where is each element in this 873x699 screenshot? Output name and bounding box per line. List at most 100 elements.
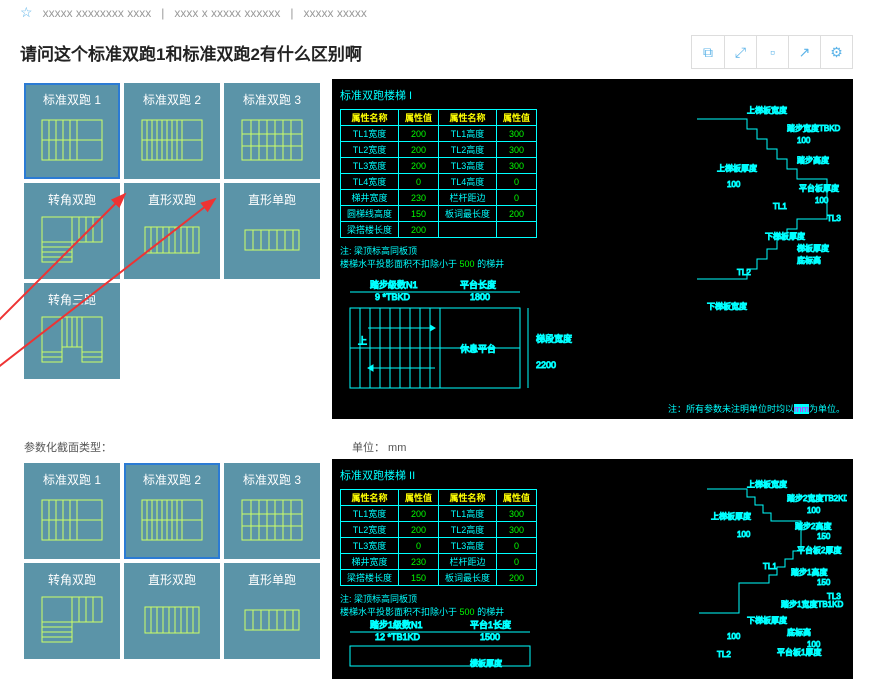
stair-label: 直形双跑 <box>148 571 196 588</box>
svg-text:TL2: TL2 <box>717 650 731 659</box>
stair-label: 标准双跑 2 <box>143 471 201 488</box>
svg-text:TL1: TL1 <box>763 562 777 571</box>
stair-icon <box>237 112 307 168</box>
stair-type-5[interactable]: 直形单跑 <box>224 563 320 659</box>
stair-label: 标准双跑 1 <box>43 471 101 488</box>
stair-icon <box>137 112 207 168</box>
svg-text:100: 100 <box>815 196 829 205</box>
share-button[interactable]: ↗ <box>788 36 820 68</box>
svg-text:TL2: TL2 <box>737 268 751 277</box>
stair-icon <box>37 592 107 648</box>
save-button[interactable]: ▫ <box>756 36 788 68</box>
stair-type-0[interactable]: 标准双跑 1 <box>24 83 120 179</box>
svg-text:踏步宽度TBKD: 踏步宽度TBKD <box>787 123 841 133</box>
stair-icon <box>37 312 107 368</box>
svg-text:平台板厚度: 平台板厚度 <box>799 183 839 193</box>
stair-type-1[interactable]: 标准双跑 2 <box>124 463 220 559</box>
crumb-text: xxxx x xxxxx xxxxxx <box>174 6 280 20</box>
svg-text:上: 上 <box>358 336 367 346</box>
svg-text:踏步1高度: 踏步1高度 <box>791 567 827 577</box>
copy-button[interactable]: ⧉ <box>692 36 724 68</box>
svg-text:上梯板厚度: 上梯板厚度 <box>711 511 751 521</box>
param-type-label: 参数化截面类型： <box>24 439 112 455</box>
stair-type-4[interactable]: 直形双跑 <box>124 183 220 279</box>
svg-text:150: 150 <box>817 532 831 541</box>
toolbar: ⧉ ⤢ ▫ ↗ ⚙ <box>691 35 853 69</box>
svg-text:150: 150 <box>817 578 831 587</box>
svg-text:下梯板宽度: 下梯板宽度 <box>707 301 747 311</box>
stair-label: 转角三跑 <box>48 291 96 308</box>
stair-label: 标准双跑 1 <box>43 91 101 108</box>
stair-type-3[interactable]: 转角双跑 <box>24 183 120 279</box>
stair-type-2[interactable]: 标准双跑 3 <box>224 463 320 559</box>
svg-text:梯段宽度: 梯段宽度 <box>536 333 572 344</box>
svg-text:平台1长度: 平台1长度 <box>470 619 511 630</box>
section-diagram: 上梯板宽度 踏步2宽度TB2KD 100 上梯板厚度 踏步2高度 150 100… <box>677 479 847 669</box>
stair-label: 标准双跑 3 <box>243 471 301 488</box>
svg-text:上梯板宽度: 上梯板宽度 <box>747 479 787 489</box>
stair-label: 直形单跑 <box>248 191 296 208</box>
stair-type-4[interactable]: 直形双跑 <box>124 563 220 659</box>
divider: | <box>161 6 164 20</box>
stair-label: 直形双跑 <box>148 191 196 208</box>
breadcrumb: ☆ xxxxx xxxxxxxx xxxx | xxxx x xxxxx xxx… <box>0 0 873 25</box>
svg-text:1800: 1800 <box>470 292 490 302</box>
svg-text:梯板厚度: 梯板厚度 <box>797 243 829 253</box>
svg-text:TL1: TL1 <box>773 202 787 211</box>
stair-type-5[interactable]: 直形单跑 <box>224 183 320 279</box>
stair-type-2[interactable]: 标准双跑 3 <box>224 83 320 179</box>
stair-icon <box>237 212 307 268</box>
svg-text:踏步级数N1: 踏步级数N1 <box>370 279 418 290</box>
property-table: 属性名称属性值属性名称属性值TL1宽度200TL1高度300TL2宽度200TL… <box>340 489 537 586</box>
svg-text:上梯板厚度: 上梯板厚度 <box>717 163 757 173</box>
stair-icon <box>137 212 207 268</box>
meta-row: 参数化截面类型： 单位： mm <box>20 439 853 459</box>
cad-preview-2: 标准双跑楼梯 II 属性名称属性值属性名称属性值TL1宽度200TL1高度300… <box>332 459 853 679</box>
stair-icon <box>37 112 107 168</box>
stair-label: 标准双跑 2 <box>143 91 201 108</box>
stair-type-1[interactable]: 标准双跑 2 <box>124 83 220 179</box>
svg-text:休息平台: 休息平台 <box>460 343 496 354</box>
settings-button[interactable]: ⚙ <box>820 36 852 68</box>
stair-type-3[interactable]: 转角双跑 <box>24 563 120 659</box>
stair-label: 转角双跑 <box>48 571 96 588</box>
svg-text:下梯板厚度: 下梯板厚度 <box>765 231 805 241</box>
plan-diagram: 踏步1级数N1 平台1长度 12 *TB1KD 1500 楼板厚度 <box>340 618 580 668</box>
plan-diagram: 踏步级数N1 平台长度 9 *TBKD 1800 上 休息平台 梯段宽度 220… <box>340 278 580 408</box>
star-icon: ☆ <box>20 4 33 21</box>
stair-type-grid: 标准双跑 1 标准双跑 2 标准双跑 3 转角双跑 直形双跑 直形单跑 <box>20 459 324 663</box>
svg-text:100: 100 <box>807 506 821 515</box>
svg-text:TL3: TL3 <box>827 214 841 223</box>
cad-preview-1: 标准双跑楼梯 I 属性名称属性值属性名称属性值TL1宽度200TL1高度300T… <box>332 79 853 419</box>
svg-text:12 *TB1KD: 12 *TB1KD <box>375 632 421 642</box>
expand-button[interactable]: ⤢ <box>724 36 756 68</box>
stair-label: 标准双跑 3 <box>243 91 301 108</box>
stair-label: 直形单跑 <box>248 571 296 588</box>
svg-text:底标高: 底标高 <box>787 627 811 637</box>
svg-text:踏步2高度: 踏步2高度 <box>795 521 831 531</box>
section-diagram: 上梯板宽度 踏步宽度TBKD 100 踏步高度 上梯板厚度 平台板厚度 100 … <box>677 99 847 329</box>
stair-icon <box>137 592 207 648</box>
unit-note: 注：所有参数未注明单位时均以mm为单位。 <box>668 402 845 415</box>
svg-text:踏步1级数N1: 踏步1级数N1 <box>370 619 423 630</box>
stair-icon <box>37 212 107 268</box>
crumb-text: xxxxx xxxxx <box>304 6 367 20</box>
stair-type-6[interactable]: 转角三跑 <box>24 283 120 379</box>
crumb-text: xxxxx xxxxxxxx xxxx <box>43 6 152 20</box>
svg-text:平台长度: 平台长度 <box>460 279 496 290</box>
svg-text:100: 100 <box>727 632 741 641</box>
stair-label: 转角双跑 <box>48 191 96 208</box>
svg-text:踏步2宽度TB2KD: 踏步2宽度TB2KD <box>787 493 847 503</box>
svg-text:下梯板厚度: 下梯板厚度 <box>747 615 787 625</box>
page-title: 请问这个标准双跑1和标准双跑2有什么区别啊 <box>20 40 362 65</box>
svg-text:平台板2厚度: 平台板2厚度 <box>797 545 841 555</box>
divider: | <box>290 6 293 20</box>
stair-icon <box>237 592 307 648</box>
svg-text:平台板1厚度: 平台板1厚度 <box>777 647 821 657</box>
svg-text:底标高: 底标高 <box>797 255 821 265</box>
stair-type-0[interactable]: 标准双跑 1 <box>24 463 120 559</box>
svg-text:1500: 1500 <box>480 632 500 642</box>
stair-type-grid: 标准双跑 1 标准双跑 2 标准双跑 3 转角双跑 直形双跑 直形单跑转角三跑 <box>20 79 324 383</box>
unit-label: 单位： mm <box>352 439 406 455</box>
svg-text:100: 100 <box>797 136 811 145</box>
